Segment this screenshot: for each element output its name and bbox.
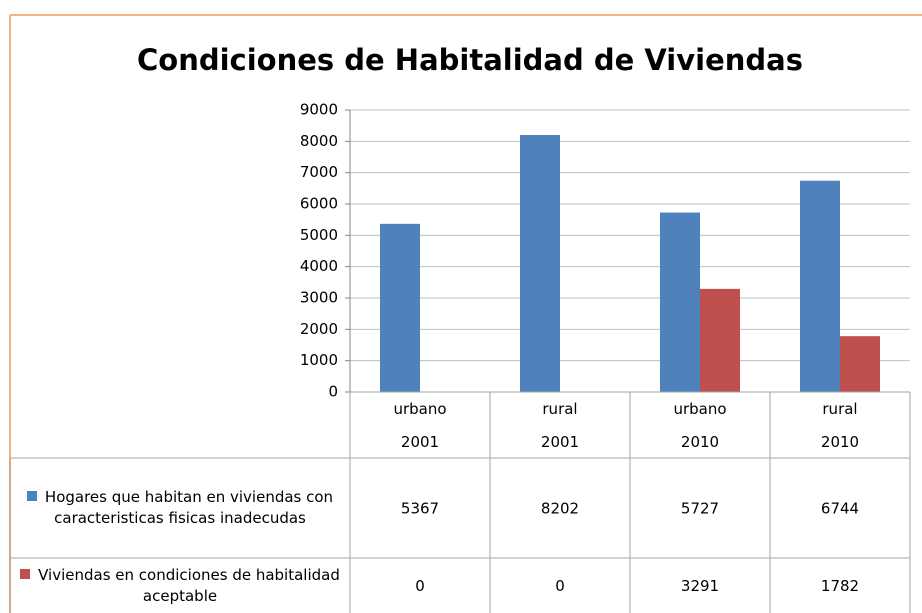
table-value: 0	[415, 577, 425, 595]
y-tick-label: 0	[328, 383, 338, 401]
bar	[380, 223, 420, 392]
y-tick-label: 2000	[300, 320, 338, 338]
table-value: 5727	[681, 500, 719, 518]
y-tick-label: 7000	[300, 163, 338, 181]
table-value: 0	[555, 577, 565, 595]
table-value: 5367	[401, 500, 439, 518]
legend-label: Hogares que habitan en viviendas con car…	[14, 458, 346, 558]
chart-title: Condiciones de Habitalidad de Viviendas	[137, 43, 803, 77]
table-value: 6744	[821, 500, 859, 518]
legend-key	[20, 568, 31, 579]
legend-label: Viviendas en condiciones de habitalidad …	[14, 558, 346, 613]
bar	[800, 180, 840, 392]
x-tick-label: 2010	[821, 433, 859, 451]
x-tick-label: 2001	[541, 433, 579, 451]
table-value: 1782	[821, 577, 859, 595]
table-value: 3291	[681, 577, 719, 595]
x-tick-label: 2010	[681, 433, 719, 451]
legend-entry: Hogares que habitan en viviendas con car…	[14, 458, 346, 558]
y-tick-label: 8000	[300, 132, 338, 150]
bar	[840, 336, 880, 392]
bar	[520, 135, 560, 392]
table-value: 8202	[541, 500, 579, 518]
x-tick-label: 2001	[401, 433, 439, 451]
legend-text: Hogares que habitan en viviendas con car…	[14, 487, 346, 529]
y-tick-label: 9000	[300, 101, 338, 119]
bar	[660, 212, 700, 392]
legend-key	[26, 491, 37, 501]
x-tick-label: rural	[822, 400, 857, 418]
legend-text: Viviendas en condiciones de habitalidad …	[14, 565, 346, 607]
y-tick-label: 6000	[300, 195, 338, 213]
bar	[700, 288, 740, 392]
y-tick-label: 5000	[300, 226, 338, 244]
legend-entry: Viviendas en condiciones de habitalidad …	[14, 558, 346, 613]
x-tick-label: urbano	[673, 400, 726, 418]
y-tick-label: 3000	[300, 289, 338, 307]
x-tick-label: urbano	[393, 400, 446, 418]
x-tick-label: rural	[542, 400, 577, 418]
y-tick-label: 4000	[300, 257, 338, 275]
y-tick-label: 1000	[300, 351, 338, 369]
